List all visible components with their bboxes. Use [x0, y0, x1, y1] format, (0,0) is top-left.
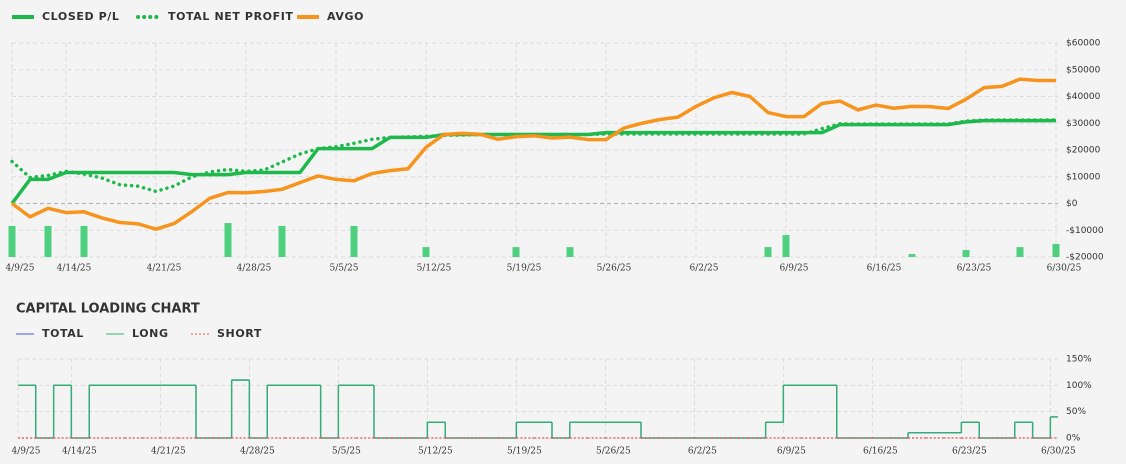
- x-tick-label: 4/21/25: [151, 447, 186, 457]
- bar: [1052, 243, 1060, 257]
- x-tick-label: 5/19/25: [507, 264, 542, 274]
- x-tick-label: 5/19/25: [507, 447, 542, 457]
- x-tick-label: 6/9/25: [777, 447, 806, 457]
- x-tick-label: 6/30/25: [1041, 447, 1076, 457]
- chart-title: CAPITAL LOADING CHART: [16, 302, 200, 317]
- series-line: [10, 77, 1056, 231]
- x-tick-label: 6/16/25: [863, 447, 898, 457]
- x-tick-label: 6/2/25: [690, 264, 719, 274]
- x-tick-label: 4/28/25: [237, 264, 272, 274]
- bar: [782, 235, 790, 257]
- y-tick-label: -$10000: [1066, 226, 1104, 236]
- bar: [44, 225, 52, 257]
- x-tick-label: 5/5/25: [330, 264, 359, 274]
- bar: [8, 225, 16, 257]
- x-tick-label: 5/26/25: [596, 447, 631, 457]
- y-tick-label: $10000: [1066, 172, 1101, 182]
- bar: [962, 250, 970, 257]
- y-tick-label: $0: [1066, 199, 1078, 209]
- y-tick-label: 100%: [1066, 381, 1092, 391]
- legend-label: TOTAL NET PROFIT: [168, 10, 294, 23]
- bar: [512, 247, 520, 257]
- x-tick-label: 4/14/25: [57, 264, 92, 274]
- y-tick-label: 150%: [1066, 355, 1092, 365]
- x-tick-label: 5/26/25: [597, 264, 632, 274]
- y-tick-label: $60000: [1066, 39, 1101, 49]
- x-tick-label: 6/9/25: [780, 264, 809, 274]
- y-tick-label: $30000: [1066, 119, 1101, 129]
- x-tick-label: 4/9/25: [12, 447, 41, 457]
- y-tick-label: -$20000: [1066, 253, 1104, 263]
- x-tick-label: 4/9/25: [6, 264, 35, 274]
- legend-label: TOTAL: [42, 327, 84, 340]
- y-tick-label: $20000: [1066, 146, 1101, 156]
- x-tick-label: 6/23/25: [952, 447, 987, 457]
- y-tick-label: 0%: [1066, 434, 1081, 444]
- bar: [224, 223, 232, 257]
- legend-label: AVGO: [327, 10, 364, 23]
- x-tick-label: 6/23/25: [957, 264, 992, 274]
- bar: [908, 254, 916, 257]
- y-tick-label: 50%: [1066, 407, 1086, 417]
- bar: [566, 247, 574, 257]
- bar: [1016, 247, 1024, 257]
- chart-0: -$20000 -$10000 $0 $10000 $20000 $30000 $40000…: [6, 10, 1104, 274]
- x-tick-label: 4/14/25: [62, 447, 97, 457]
- chart-1: CAPITAL LOADING CHART 0% 50% 100% 150% 4/9/25…: [12, 302, 1093, 457]
- legend-label: CLOSED P/L: [42, 10, 120, 23]
- legend-label: SHORT: [217, 327, 262, 340]
- bar: [422, 247, 430, 257]
- x-tick-label: 6/2/25: [688, 447, 717, 457]
- bar: [764, 247, 772, 257]
- bar: [278, 225, 286, 257]
- bar: [350, 225, 358, 257]
- x-tick-label: 5/12/25: [417, 264, 452, 274]
- bar: [80, 225, 88, 257]
- legend-label: LONG: [132, 327, 169, 340]
- y-tick-label: $40000: [1066, 92, 1101, 102]
- series-line: [10, 118, 1058, 194]
- x-tick-label: 5/5/25: [332, 447, 361, 457]
- x-tick-label: 4/28/25: [240, 447, 275, 457]
- x-tick-label: 5/12/25: [418, 447, 453, 457]
- series-line: [10, 118, 1056, 205]
- x-tick-label: 4/21/25: [147, 264, 182, 274]
- x-tick-label: 6/30/25: [1047, 264, 1082, 274]
- x-tick-label: 6/16/25: [867, 264, 902, 274]
- y-tick-label: $50000: [1066, 65, 1101, 75]
